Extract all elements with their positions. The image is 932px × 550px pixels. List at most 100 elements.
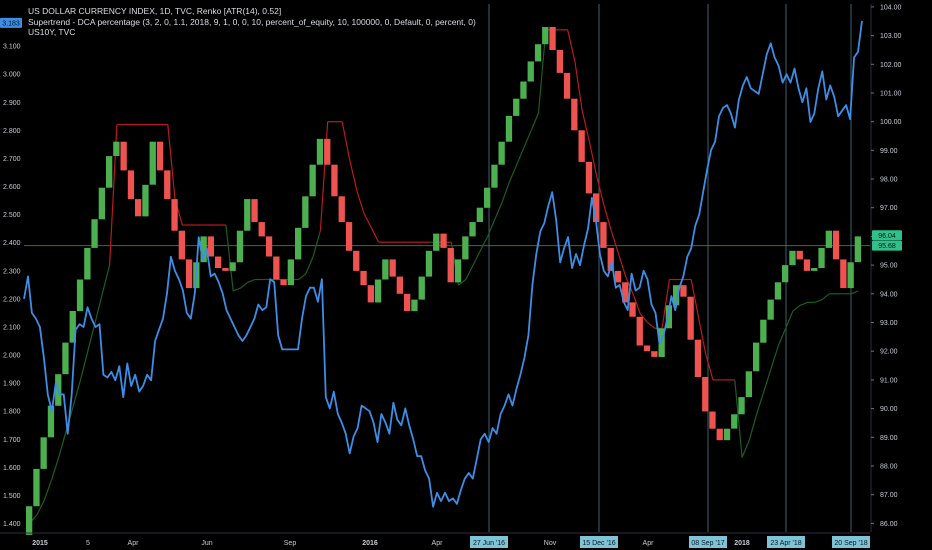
x-tick-label: Sep <box>284 540 297 547</box>
renko-brick <box>832 230 840 260</box>
renko-brick <box>280 279 287 286</box>
legend-dxy-title[interactable]: US DOLLAR CURRENCY INDEX, 1D, TVC, Renko… <box>28 6 282 16</box>
supertrend-segment <box>734 379 743 458</box>
marker-label-bg <box>832 536 870 548</box>
renko-brick <box>258 222 265 237</box>
supertrend-segment <box>792 304 801 312</box>
supertrend-segment <box>647 322 656 329</box>
right-tick-label: 100.00 <box>880 119 902 126</box>
renko-brick <box>789 250 796 266</box>
renko-brick <box>491 164 498 188</box>
renko-brick <box>687 296 694 340</box>
renko-brick <box>840 259 847 289</box>
right-price-axis[interactable]: 86.00 87.00 88.00 89.00 90.00 91.00 92.00 93.00… <box>870 4 902 532</box>
left-tick-label: 2.000 <box>3 353 21 360</box>
supertrend-segment <box>690 279 699 317</box>
legend-supertrend-title[interactable]: Supertrend - DCA percentage (3, 2, 0, 1.… <box>28 16 476 27</box>
renko-brick <box>156 141 164 171</box>
supertrend-segment <box>850 290 859 295</box>
renko-brick <box>745 371 752 398</box>
supertrend-segment <box>79 351 89 381</box>
x-tick-label: Nov <box>544 540 557 547</box>
supertrend-segment <box>799 301 808 306</box>
renko-brick <box>571 98 578 131</box>
supertrend-segment <box>814 299 823 303</box>
dxy-price-label-bg <box>872 230 902 241</box>
left-tick-label: 2.400 <box>3 240 21 247</box>
supertrend-segment <box>298 273 307 280</box>
renko-brick <box>476 207 483 222</box>
renko-brick <box>527 61 534 82</box>
renko-brick <box>847 262 854 289</box>
left-tick-label: 3.000 <box>3 72 21 79</box>
renko-brick <box>40 437 47 469</box>
renko-brick <box>222 268 229 271</box>
renko-brick <box>694 339 702 377</box>
right-tick-label: 95.00 <box>880 263 898 270</box>
renko-brick <box>651 351 658 357</box>
time-axis[interactable]: 2015 5 Apr Jun Sep 2016 Apr Nov Apr 2018 27 Jun '1… <box>0 532 870 548</box>
renko-brick <box>345 222 353 251</box>
supertrend-segment <box>458 279 467 286</box>
supertrend-segment <box>661 279 670 329</box>
right-tick-label: 87.00 <box>880 492 898 499</box>
supertrend-segment <box>247 278 256 283</box>
legend-us10y-title[interactable]: US10Y, TVC <box>28 27 76 37</box>
marker-label-bg <box>689 536 727 548</box>
renko-brick <box>818 247 825 268</box>
marker-label-3: 08 Sep '17 <box>691 540 724 547</box>
renko-brick <box>578 130 585 162</box>
renko-brick <box>600 222 607 248</box>
supertrend-segment <box>494 201 503 220</box>
renko-brick <box>273 256 280 280</box>
supertrend-segment <box>596 176 605 206</box>
renko-brick <box>731 414 738 429</box>
renko-brick <box>825 230 832 248</box>
right-tick-label: 102.00 <box>880 62 902 69</box>
left-tick-label: 2.800 <box>3 128 21 135</box>
left-price-axis[interactable]: 1.400 1.500 1.600 1.700 1.800 1.900 2.000 2.100… <box>3 44 21 528</box>
renko-brick <box>178 230 185 260</box>
supertrend-segment <box>501 181 510 203</box>
renko-brick <box>614 270 622 283</box>
renko-brick <box>338 196 345 223</box>
supertrend-segment <box>705 353 714 381</box>
renko-brick <box>454 259 462 283</box>
right-tick-label: 92.00 <box>880 349 898 356</box>
renko-brick <box>331 164 338 197</box>
supertrend-segment <box>72 379 82 406</box>
renko-brick <box>404 293 411 311</box>
renko-brick <box>382 259 389 280</box>
left-tick-label: 1.900 <box>3 381 21 388</box>
marker-label-4: 23 Apr '18 <box>770 540 801 547</box>
renko-brick <box>367 285 374 303</box>
x-tick-label: Apr <box>432 540 444 547</box>
renko-brick <box>69 311 76 343</box>
supertrend-segment <box>741 439 750 458</box>
renko-brick <box>309 164 316 197</box>
renko-brick <box>113 141 120 156</box>
dxy-price-label: 96.04 <box>878 233 896 240</box>
supertrend-segment <box>697 316 707 355</box>
marker-label-5: 20 Sep '18 <box>834 540 867 547</box>
supertrend-segment <box>588 141 598 177</box>
left-tick-label: 3.100 <box>3 44 21 51</box>
renko-brick <box>265 236 273 257</box>
left-tick-label: 1.400 <box>3 521 21 528</box>
supertrend-segment <box>523 130 532 148</box>
right-tick-label: 91.00 <box>880 377 898 384</box>
supertrend-segment <box>341 121 351 160</box>
us10y-price-label: 3.183 <box>2 20 20 27</box>
renko-brick <box>295 227 302 260</box>
renko-brick <box>396 276 403 294</box>
x-tick-label: Apr <box>128 540 140 547</box>
renko-brick <box>251 199 258 223</box>
renko-brick <box>47 405 55 438</box>
renko-brick <box>353 250 360 271</box>
renko-brick <box>854 236 861 263</box>
supertrend-segment <box>472 250 481 266</box>
renko-brick <box>716 428 723 441</box>
supertrend-segment <box>770 345 779 369</box>
renko-brick <box>374 279 382 303</box>
